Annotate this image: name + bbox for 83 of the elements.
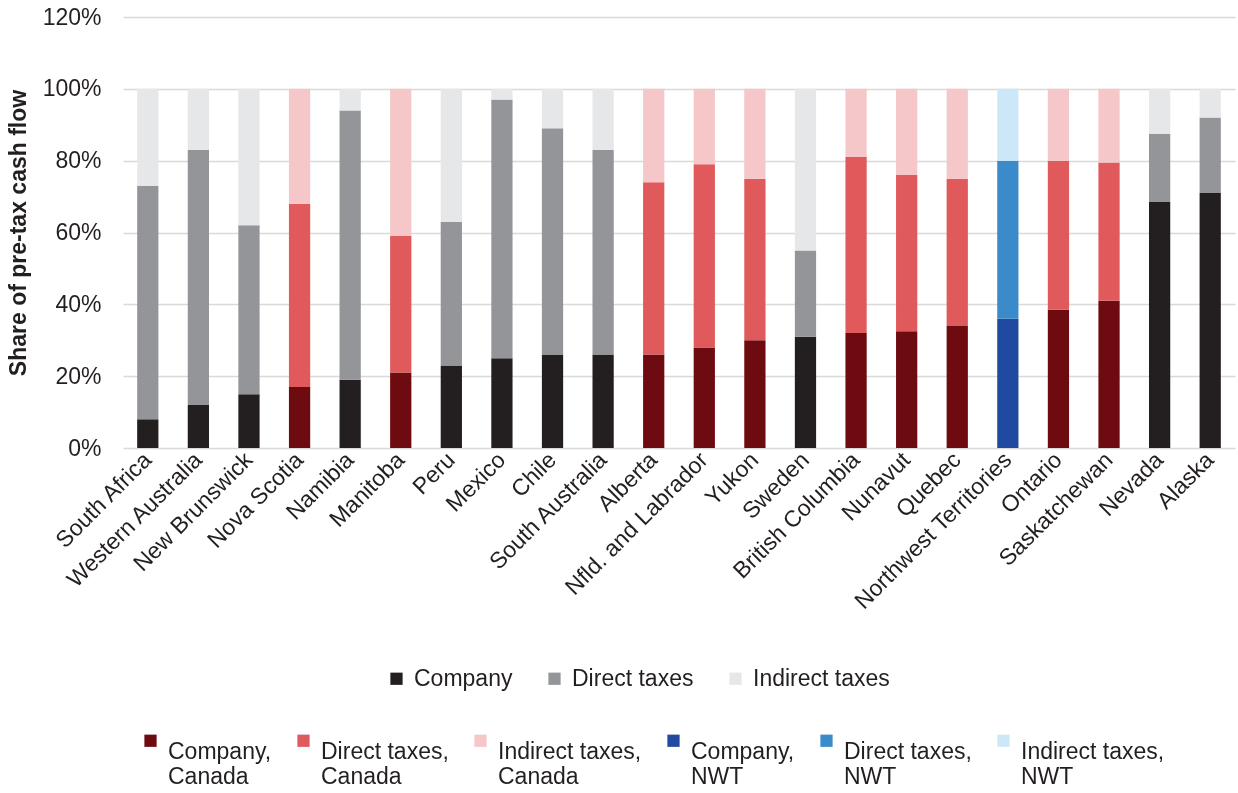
bar — [643, 88, 665, 183]
bar — [187, 404, 210, 448]
bar — [238, 88, 260, 226]
bar — [390, 236, 412, 373]
bar — [137, 88, 159, 186]
bar — [339, 88, 361, 111]
bar — [390, 372, 412, 448]
y-tick-label: 80% — [55, 147, 102, 174]
bar — [187, 88, 210, 150]
bar — [997, 88, 1019, 161]
bar — [794, 250, 817, 337]
bar — [997, 160, 1019, 319]
bar — [946, 178, 968, 326]
bar — [390, 88, 412, 237]
bar — [288, 386, 311, 448]
bar — [288, 88, 311, 204]
legend-label: Company — [414, 664, 513, 691]
legend-label: Direct taxes — [572, 664, 694, 691]
legend-label: Indirect taxes — [753, 664, 890, 691]
bar — [541, 88, 564, 129]
bar — [693, 164, 715, 348]
bar — [896, 175, 918, 332]
y-tick-label: 100% — [42, 75, 102, 102]
legend-label: Company, Canada — [168, 737, 272, 789]
y-tick-label: 120% — [42, 3, 102, 30]
bar — [592, 354, 614, 448]
legend-label: Indirect taxes, NWT — [1021, 737, 1165, 789]
bar — [238, 394, 260, 448]
bar — [1098, 300, 1120, 448]
bar — [592, 88, 614, 150]
bar — [1047, 160, 1070, 310]
bar — [643, 354, 665, 448]
legend-label: Company, NWT — [691, 737, 795, 789]
bar — [440, 221, 462, 366]
legend-label: Direct taxes, NWT — [844, 737, 972, 789]
bar — [1047, 309, 1070, 448]
legend-label: Indirect taxes, Canada — [498, 737, 642, 789]
bar — [440, 365, 462, 448]
bar — [1098, 162, 1120, 301]
bar — [1148, 201, 1171, 448]
bar — [339, 110, 361, 380]
bar — [137, 185, 159, 420]
bar — [491, 358, 513, 448]
y-tick-label: 20% — [55, 362, 102, 389]
bar — [1148, 88, 1171, 134]
bar — [643, 182, 665, 355]
y-tick-label: 40% — [55, 290, 102, 317]
bar — [1199, 88, 1221, 118]
y-tick-label: 0% — [68, 434, 102, 461]
bar — [744, 178, 766, 341]
bar — [1199, 117, 1221, 193]
bar — [1098, 88, 1120, 163]
bar — [491, 88, 513, 100]
bar — [440, 88, 462, 222]
bar — [794, 88, 817, 251]
y-axis-title: Share of pre-tax cash flow — [4, 89, 31, 377]
bar — [693, 347, 715, 448]
bar — [1148, 133, 1171, 202]
bar — [794, 336, 817, 448]
bar — [896, 88, 918, 176]
bar — [845, 157, 867, 334]
bar — [946, 325, 968, 448]
bar — [541, 354, 564, 448]
bar — [1199, 192, 1221, 448]
bar — [1047, 88, 1070, 161]
legend-label: Direct taxes, Canada — [321, 737, 449, 789]
bar — [946, 88, 968, 179]
bar — [744, 88, 766, 179]
bar — [137, 419, 159, 448]
bar — [693, 88, 715, 165]
bar — [896, 331, 918, 448]
bar — [288, 203, 311, 387]
bar — [491, 99, 513, 359]
bar — [845, 333, 867, 448]
bar — [744, 340, 766, 448]
bar — [187, 149, 210, 405]
bar — [339, 379, 361, 448]
bar — [845, 88, 867, 158]
bar — [541, 128, 564, 355]
bar — [997, 318, 1019, 448]
y-tick-label: 60% — [55, 219, 102, 245]
bar — [592, 149, 614, 355]
bar — [238, 225, 260, 395]
